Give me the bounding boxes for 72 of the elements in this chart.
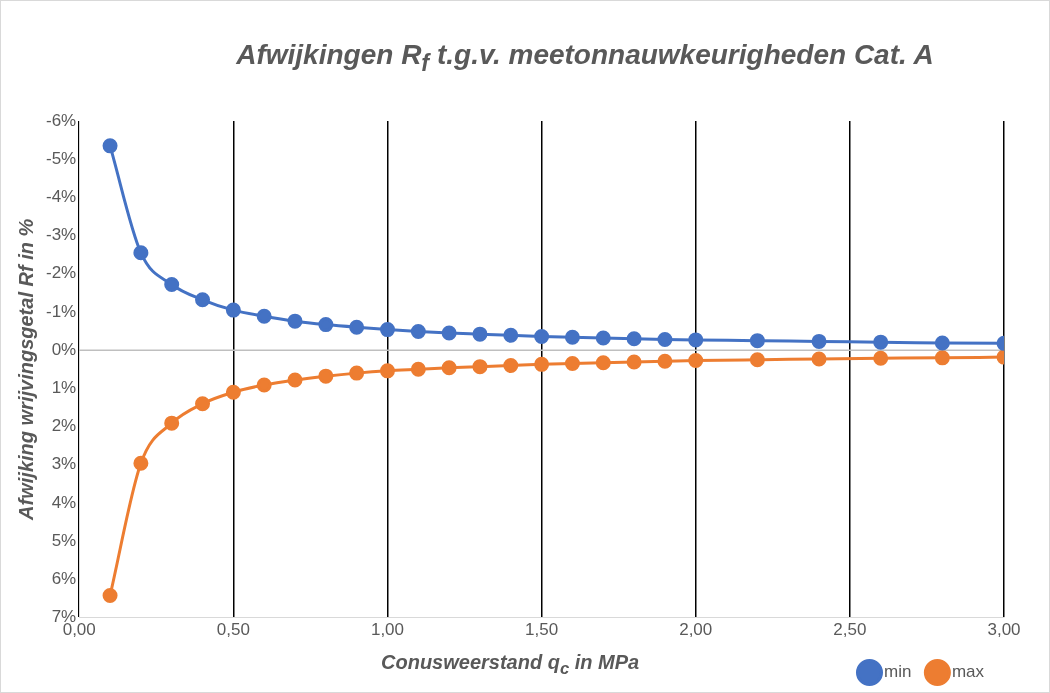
point [688, 332, 704, 348]
y-tick-label: 6% [51, 569, 77, 589]
point [503, 327, 519, 343]
point [349, 365, 365, 381]
point [534, 356, 550, 372]
point [379, 322, 395, 338]
x-tick-label: 1,50 [525, 620, 559, 640]
y-tick-label: -1% [46, 301, 77, 321]
point [102, 138, 118, 154]
x-tick-label: 2,00 [679, 620, 713, 640]
x-axis-title: Conusweerstand q$_{c}$ in MPa [381, 651, 640, 679]
point [534, 328, 550, 344]
point [873, 350, 889, 366]
y-tick-label: -3% [46, 225, 77, 245]
y-tick-label: 4% [51, 492, 77, 512]
point [133, 455, 149, 471]
point [472, 326, 488, 342]
y-tick-label: 1% [51, 378, 77, 398]
point [379, 363, 395, 379]
point [256, 308, 272, 324]
point [287, 372, 303, 388]
x-tick-label: 2,50 [833, 620, 867, 640]
y-tick-label: 0% [51, 339, 77, 359]
point [688, 353, 704, 369]
y-tick-label: -5% [46, 148, 77, 168]
point [934, 350, 950, 366]
y-tick-label: -2% [46, 263, 77, 283]
point [102, 587, 118, 603]
point [441, 325, 457, 341]
point [287, 313, 303, 329]
point [318, 368, 334, 384]
point [410, 361, 426, 377]
point [626, 354, 642, 370]
point [318, 317, 334, 333]
y-tick-label: -6% [46, 110, 77, 130]
y-tick-label: 5% [51, 530, 77, 550]
point [749, 352, 765, 368]
point [195, 292, 211, 308]
y-tick-label: 2% [51, 416, 77, 436]
point [164, 415, 180, 431]
point [564, 356, 580, 372]
point [595, 330, 611, 346]
x-tick-label: 0,50 [216, 620, 250, 640]
point [564, 329, 580, 345]
point [195, 396, 211, 412]
legend-label: min [883, 662, 912, 682]
point [225, 384, 241, 400]
point [657, 353, 673, 369]
point [873, 334, 889, 350]
point [657, 332, 673, 347]
point [811, 333, 827, 349]
y-tick-label: -4% [46, 187, 77, 207]
point [410, 323, 426, 339]
y-axis-title: Afwijking wrijvingsgetal Rf in % [14, 218, 37, 521]
point [133, 245, 149, 261]
point [225, 302, 241, 318]
point [749, 333, 765, 349]
point [349, 319, 365, 335]
point [472, 359, 488, 375]
point [595, 355, 611, 371]
point [164, 277, 180, 292]
x-tick-label: 3,00 [987, 620, 1021, 640]
point [811, 351, 827, 367]
point [503, 357, 519, 373]
chart-title: Afwijkingen R$_{f}$ t.g.v. meetonnauwkeurigheden Cat. A [235, 39, 935, 77]
point [626, 331, 642, 347]
x-tick-label: 1,00 [370, 620, 405, 640]
point [441, 360, 457, 376]
legend-label: max [951, 662, 985, 682]
y-tick-label: 3% [51, 454, 77, 474]
point [934, 335, 950, 351]
point [256, 377, 272, 393]
